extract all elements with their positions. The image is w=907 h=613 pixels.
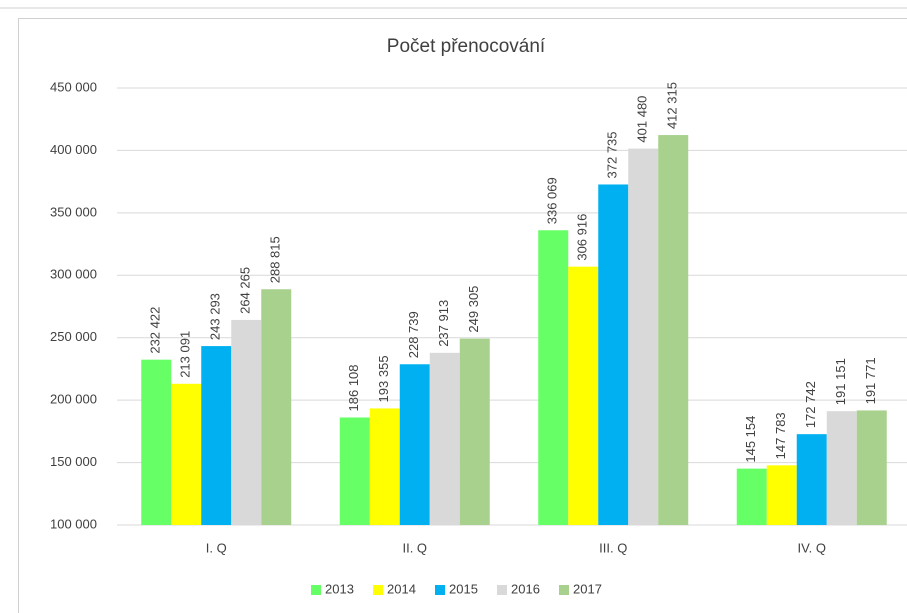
bar bbox=[429, 352, 460, 525]
bar bbox=[399, 364, 430, 525]
bar bbox=[261, 289, 292, 525]
x-tick-label: II. Q bbox=[402, 540, 427, 555]
bar bbox=[736, 468, 767, 525]
y-tick-label: 450 000 bbox=[50, 79, 97, 94]
data-label: 264 265 bbox=[238, 267, 253, 314]
bar bbox=[568, 266, 599, 525]
legend-label: 2017 bbox=[573, 581, 602, 596]
bar bbox=[856, 410, 887, 525]
legend-swatch bbox=[559, 585, 569, 595]
data-label: 336 069 bbox=[545, 177, 560, 224]
bar bbox=[141, 359, 172, 525]
bar bbox=[171, 383, 202, 525]
data-label: 372 735 bbox=[605, 131, 620, 178]
data-label: 147 783 bbox=[773, 412, 788, 459]
data-label: 172 742 bbox=[803, 381, 818, 428]
data-label: 145 154 bbox=[743, 416, 758, 463]
y-tick-label: 350 000 bbox=[50, 204, 97, 219]
y-tick-label: 200 000 bbox=[50, 392, 97, 407]
data-label: 186 108 bbox=[346, 364, 361, 411]
y-tick-label: 100 000 bbox=[50, 516, 97, 531]
bar bbox=[628, 148, 659, 525]
legend-swatch bbox=[497, 585, 507, 595]
legend-label: 2013 bbox=[325, 581, 354, 596]
y-tick-label: 250 000 bbox=[50, 329, 97, 344]
legend-swatch bbox=[311, 585, 321, 595]
data-label: 288 815 bbox=[268, 236, 283, 283]
data-label: 191 151 bbox=[833, 358, 848, 405]
bar bbox=[459, 338, 490, 525]
y-tick-label: 400 000 bbox=[50, 142, 97, 157]
data-label: 306 916 bbox=[575, 214, 590, 261]
data-label: 213 091 bbox=[178, 331, 193, 378]
bar bbox=[201, 346, 232, 525]
bar bbox=[369, 408, 400, 525]
bar bbox=[766, 465, 797, 525]
y-tick-label: 300 000 bbox=[50, 267, 97, 282]
data-label: 232 422 bbox=[148, 307, 163, 354]
data-label: 237 913 bbox=[436, 300, 451, 347]
legend-swatch bbox=[373, 585, 383, 595]
data-label: 401 480 bbox=[635, 96, 650, 143]
data-label: 193 355 bbox=[376, 355, 391, 402]
y-tick-label: 150 000 bbox=[50, 454, 97, 469]
bar bbox=[796, 434, 827, 525]
x-tick-label: III. Q bbox=[599, 540, 627, 555]
bar bbox=[598, 184, 629, 525]
data-label: 412 315 bbox=[665, 82, 680, 129]
legend-label: 2016 bbox=[511, 581, 540, 596]
bar bbox=[339, 417, 370, 525]
data-label: 191 771 bbox=[863, 357, 878, 404]
legend-label: 2014 bbox=[387, 581, 416, 596]
bar bbox=[658, 135, 689, 525]
x-tick-label: I. Q bbox=[206, 540, 227, 555]
bar bbox=[538, 230, 569, 526]
data-label: 243 293 bbox=[208, 293, 223, 340]
bar bbox=[826, 411, 857, 525]
legend-swatch bbox=[435, 585, 445, 595]
legend-label: 2015 bbox=[449, 581, 478, 596]
data-label: 228 739 bbox=[406, 311, 421, 358]
data-label: 249 305 bbox=[466, 286, 481, 333]
x-tick-label: IV. Q bbox=[798, 540, 826, 555]
chart-title: Počet přenocování bbox=[387, 36, 546, 57]
bar bbox=[231, 319, 262, 525]
